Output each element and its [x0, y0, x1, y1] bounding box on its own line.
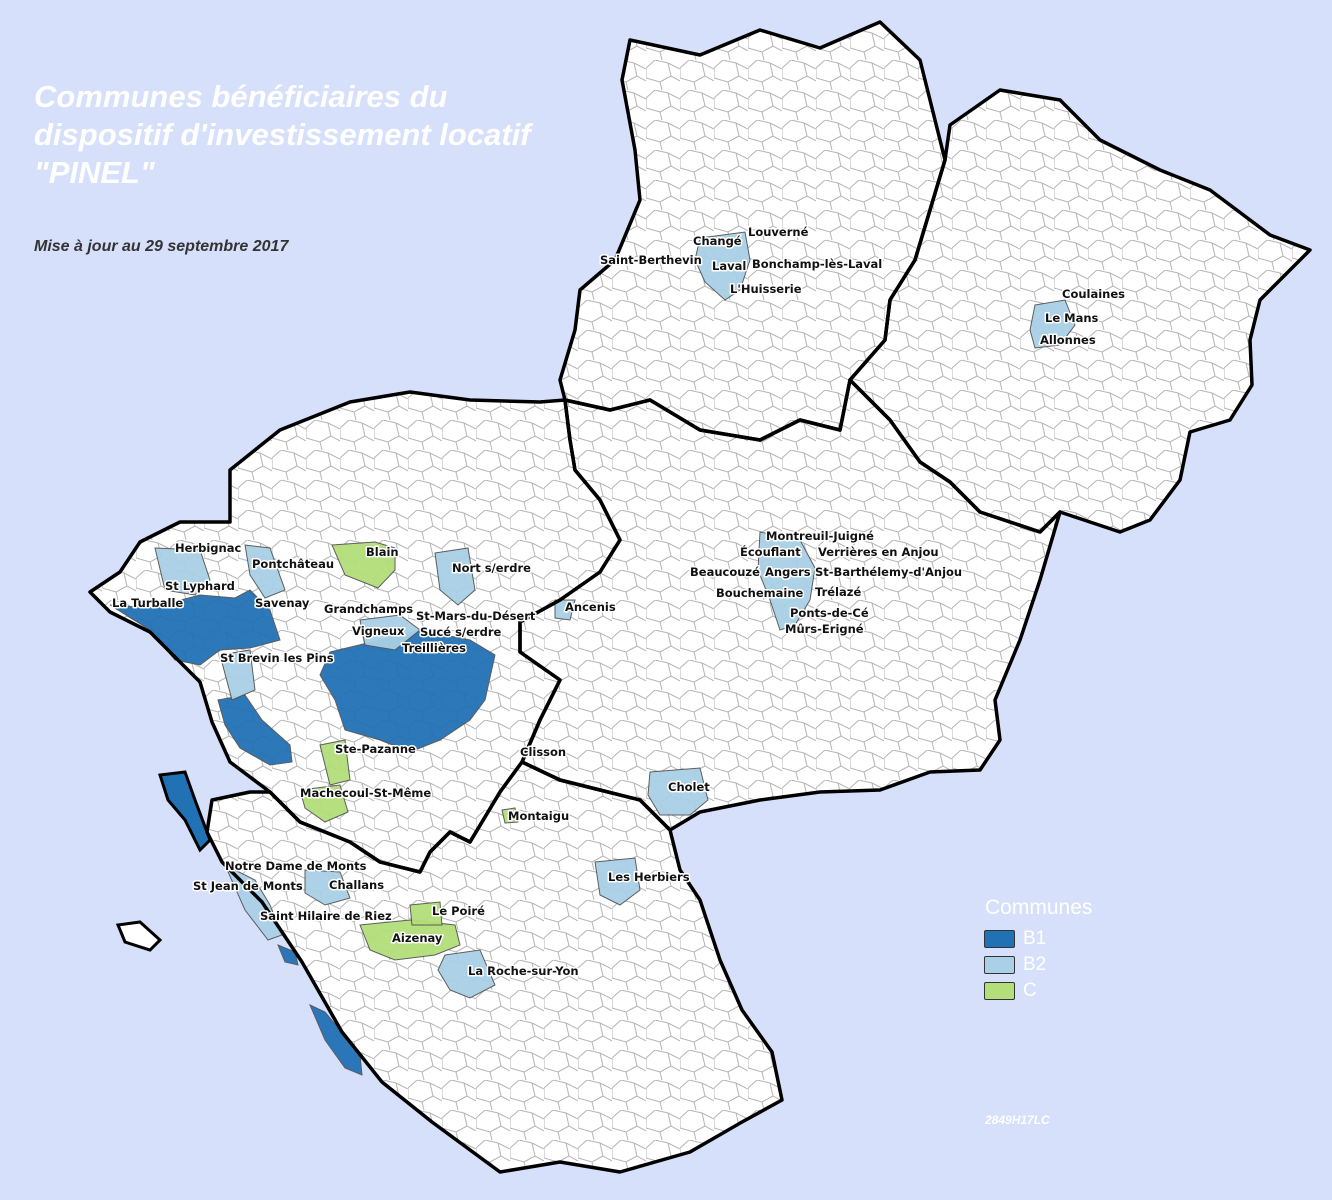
island-noirmoutier [158, 770, 212, 853]
zone-c-pazanne [319, 739, 351, 786]
commune-label: St-Barthélemy-d'Anjou [815, 565, 962, 579]
commune-label: Vigneux [352, 624, 405, 638]
zone-b2-cholet [647, 767, 709, 816]
commune-label: Aizenay [392, 931, 443, 945]
zone-b2-vigneux [359, 614, 421, 651]
zone-b2-challans [304, 869, 351, 906]
commune-label: Verrières en Anjou [818, 545, 939, 559]
legend-label: B1 [1023, 928, 1047, 949]
department-vendee-border [205, 760, 784, 1174]
commune-label: Ponts-de-Cé [790, 606, 869, 620]
zone-b1-stnazaire [217, 694, 293, 766]
legend-swatch-b1 [984, 930, 1015, 948]
zone-b1-nantes [319, 629, 496, 753]
commune-label: Angers [765, 565, 811, 579]
commune-label: Saint Hilaire de Riez [260, 909, 392, 923]
department-borders [88, 20, 1312, 1174]
commune-label: Mûrs-Erigné [785, 622, 864, 636]
commune-label: Louverné [748, 225, 809, 239]
commune-label: Challans [329, 878, 384, 892]
department-mayenne-communes [560, 22, 945, 440]
commune-label: Pontchâteau [252, 557, 334, 571]
legend-swatch-b2 [984, 956, 1015, 974]
zone-b2-angers [757, 531, 816, 631]
zone-c-lepoire [409, 901, 443, 926]
commune-label: Bouchemaine [716, 586, 804, 600]
commune-label: Cholet [668, 780, 710, 794]
commune-label: Ancenis [565, 600, 616, 614]
legend-swatch-c [984, 982, 1015, 1000]
commune-label: Bonchamp-lès-Laval [752, 257, 882, 271]
commune-label: Les Herbiers [608, 870, 690, 884]
commune-label: Machecoul-St-Même [300, 786, 431, 800]
department-loire-atlantique-communes [90, 392, 620, 872]
commune-labels: Louverné Changé Saint-Berthevin Laval Boncha… [111, 224, 1127, 980]
zone-b1-guerande [109, 589, 281, 666]
commune-label: Le Mans [1045, 311, 1099, 325]
commune-label: Treillières [402, 641, 466, 655]
commune-label: Nort s/erdre [452, 561, 531, 575]
commune-label: St Lyphard [165, 579, 235, 593]
map-title: Communes bénéficiaires du dispositif d'i… [34, 79, 531, 190]
legend-label: C [1023, 980, 1037, 1001]
legend-item-b2: B2 [984, 952, 1092, 978]
department-sarthe-communes [850, 90, 1310, 532]
zone-b2-herbignac [154, 547, 211, 596]
legend: Communes B1 B2 C [984, 896, 1093, 1004]
zone-c-blain [331, 541, 396, 589]
commune-label: Trélazé [815, 585, 861, 599]
zone-b2-laval [694, 231, 751, 301]
zone-b1-coast-south [309, 1003, 363, 1076]
commune-label: Allonnes [1040, 333, 1096, 347]
zone-b2-laroche [437, 949, 496, 999]
commune-label: Le Poiré [432, 904, 485, 918]
legend-item-c: C [984, 978, 1092, 1004]
zones [109, 231, 1076, 1076]
zone-b1-shtm [277, 944, 299, 966]
zone-b2-herbiers [594, 857, 641, 906]
reference-code: 2849H17LC [985, 1113, 1050, 1127]
commune-label: La Roche-sur-Yon [468, 964, 579, 978]
departments [90, 22, 1310, 1172]
department-vendee-communes [207, 762, 782, 1172]
commune-label: Saint-Berthevin [600, 253, 702, 267]
commune-label: Montaigu [508, 809, 569, 823]
commune-label: Grandchamps [324, 602, 413, 616]
zone-b2-stbrevin [219, 649, 256, 701]
map-subtitle: Mise à jour au 29 septembre 2017 [34, 238, 289, 255]
commune-label: Herbignac [175, 541, 241, 555]
legend-label: B2 [1023, 954, 1047, 975]
commune-label: Coulaines [1062, 287, 1125, 301]
commune-label: Sucé s/erdre [420, 625, 502, 639]
legend-title: Communes [985, 896, 1093, 919]
zone-c-machecoul [299, 784, 349, 823]
commune-label: St Brevin les Pins [220, 651, 334, 665]
zone-c-montaigu [501, 807, 519, 824]
commune-label: Savenay [255, 596, 310, 610]
commune-label: Écouflant [740, 544, 801, 559]
department-sarthe-border [848, 88, 1312, 534]
zone-b2-pontchateau [244, 544, 286, 599]
commune-label: Clisson [520, 745, 566, 759]
commune-label: La Turballe [112, 596, 183, 610]
commune-label: St Jean de Monts [193, 879, 303, 893]
commune-label: Changé [693, 234, 742, 248]
commune-label: Ste-Pazanne [335, 742, 416, 756]
island-yeu [115, 920, 163, 952]
commune-label: Beaucouzé [690, 565, 760, 579]
zone-b2-ancenis [554, 599, 576, 621]
legend-item-b1: B1 [984, 926, 1092, 952]
commune-label: L'Huisserie [730, 282, 802, 296]
commune-label: Montreuil-Juigné [766, 529, 874, 543]
zone-b2-nort [434, 547, 476, 606]
zone-b2-lemans [1029, 299, 1076, 349]
commune-label: Notre Dame de Monts [225, 859, 367, 873]
commune-label: St-Mars-du-Désert [416, 609, 536, 623]
commune-label: Laval [712, 259, 746, 273]
commune-label: Blain [366, 545, 399, 559]
